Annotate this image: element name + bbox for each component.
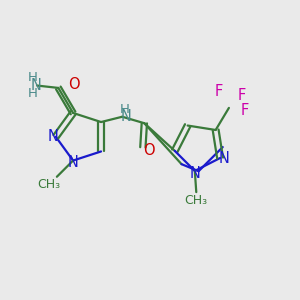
Text: H: H <box>120 103 130 116</box>
Text: F: F <box>238 88 246 103</box>
Text: CH₃: CH₃ <box>185 194 208 207</box>
Text: H: H <box>28 71 38 84</box>
Text: N: N <box>189 166 200 181</box>
Text: O: O <box>68 77 80 92</box>
Text: N: N <box>68 154 79 169</box>
Text: N: N <box>48 129 59 144</box>
Text: O: O <box>143 143 155 158</box>
Text: CH₃: CH₃ <box>37 178 60 191</box>
Text: N: N <box>30 78 41 93</box>
Text: H: H <box>28 87 38 100</box>
Text: N: N <box>120 109 131 124</box>
Text: N: N <box>218 151 229 166</box>
Text: F: F <box>241 103 249 118</box>
Text: F: F <box>214 84 223 99</box>
